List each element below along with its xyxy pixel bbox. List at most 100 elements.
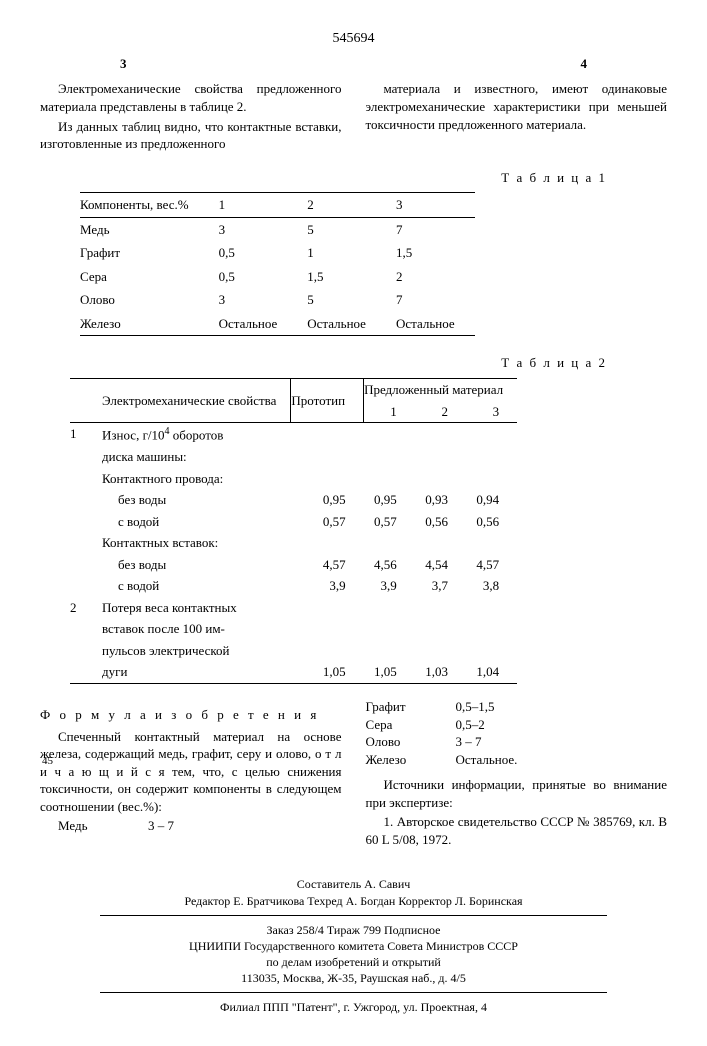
cell: 3,8 (466, 575, 517, 597)
cell: 1,5 (297, 265, 386, 289)
cell: 0,56 (466, 511, 517, 533)
cell: 5 (297, 217, 386, 241)
footer-l3: Заказ 258/4 Тираж 799 Подписное (40, 922, 667, 938)
doc-number: 545694 (40, 30, 667, 49)
table-row: дуги1,051,051,031,04 (70, 661, 517, 683)
cell: 0,95 (364, 489, 415, 511)
table2-label: Т а б л и ц а 2 (40, 354, 607, 372)
cell: вставок после 100 им- (102, 618, 517, 640)
formula-head: Ф о р м у л а и з о б р е т е н и я (40, 706, 342, 724)
cell: 3,9 (291, 575, 364, 597)
table-row: пульсов электрической (70, 640, 517, 662)
cell: 4,57 (291, 554, 364, 576)
comp-name: Сера (366, 716, 456, 734)
comp-name: Олово (366, 733, 456, 751)
cell: Остальное (297, 312, 386, 336)
t1-h1: 1 (209, 193, 298, 218)
cell: 1,04 (466, 661, 517, 683)
formula-text: 45 Спеченный контактный материал на осно… (40, 728, 342, 816)
comp-line: Сера0,5–2 (366, 716, 668, 734)
sources-head: Источники информации, принятые во вниман… (366, 776, 668, 811)
t1-h2: 2 (297, 193, 386, 218)
cell: Контактных вставок: (102, 532, 517, 554)
para: Электромеханические свойства предложенно… (40, 80, 342, 115)
footer-l2: Редактор Е. Братчикова Техред А. Богдан … (40, 893, 667, 909)
cell: пульсов электрической (102, 640, 517, 662)
t2-h-prop: Предложенный материал (364, 379, 518, 401)
cell: Железо (80, 312, 209, 336)
cell: 5 (297, 288, 386, 312)
cell: 0,57 (364, 511, 415, 533)
comp-val: 0,5–2 (456, 716, 485, 734)
table1: Компоненты, вес.% 1 2 3 Медь357Графит0,5… (80, 192, 475, 336)
cell: 3,9 (364, 575, 415, 597)
comp-line: ЖелезоОстальное. (366, 751, 668, 769)
cell: 7 (386, 288, 475, 312)
cell: 1,05 (291, 661, 364, 683)
footer-l6: 113035, Москва, Ж-35, Раушская наб., д. … (40, 970, 667, 986)
comp-val: 3 – 7 (456, 733, 482, 751)
table-row: с водой3,93,93,73,8 (70, 575, 517, 597)
page-right: 4 (581, 55, 588, 73)
cell: без воды (102, 554, 291, 576)
source-1: 1. Авторское свидетельство СССР № 385769… (366, 813, 668, 848)
comp-line: Графит0,5–1,5 (366, 698, 668, 716)
comp-name: Медь (40, 817, 148, 835)
table-row: Сера0,51,52 (80, 265, 475, 289)
comp-line: Медь 3 – 7 (40, 817, 342, 835)
formula-right: Графит0,5–1,5Сера0,5–2Олово3 – 7ЖелезоОс… (366, 698, 668, 850)
table-row: Контактного провода: (70, 468, 517, 490)
cell: 1,5 (386, 241, 475, 265)
cell: 3 (209, 288, 298, 312)
comp-val: Остальное. (456, 751, 518, 769)
para: материала и известного, имеют одинаковые… (366, 80, 668, 133)
comp-line: Олово3 – 7 (366, 733, 668, 751)
cell: 4,54 (415, 554, 466, 576)
cell: Остальное (386, 312, 475, 336)
cell: с водой (102, 511, 291, 533)
comp-name: Графит (366, 698, 456, 716)
formula-columns: Ф о р м у л а и з о б р е т е н и я 45 С… (40, 698, 667, 850)
cell: Олово (80, 288, 209, 312)
cell: диска машины: (102, 446, 517, 468)
footer-l5: по делам изобретений и открытий (40, 954, 667, 970)
cell: 4,57 (466, 554, 517, 576)
table-row: диска машины: (70, 446, 517, 468)
table-row: Графит0,511,5 (80, 241, 475, 265)
table-row: вставок после 100 им- (70, 618, 517, 640)
t2-hn2: 2 (415, 401, 466, 423)
cell: Медь (80, 217, 209, 241)
t1-h3: 3 (386, 193, 475, 218)
table-row: 2Потеря веса контактных (70, 597, 517, 619)
t1-h0: Компоненты, вес.% (80, 193, 209, 218)
cell: Потеря веса контактных (102, 597, 517, 619)
t2-h-proto: Прототип (291, 379, 364, 423)
cell: 1 (297, 241, 386, 265)
table2: Электромеханические свойства Прототип Пр… (70, 378, 517, 684)
margin-45: 45 (24, 754, 53, 769)
cell: Износ, г/104 оборотов (102, 423, 517, 446)
comp-val: 3 – 7 (148, 817, 174, 835)
cell: 0,94 (466, 489, 517, 511)
table-row: ЖелезоОстальноеОстальноеОстальное (80, 312, 475, 336)
cell: Контактного провода: (102, 468, 517, 490)
page-marks: 3 4 (120, 55, 587, 73)
cell: 0,95 (291, 489, 364, 511)
cell: 0,56 (415, 511, 466, 533)
cell: 1,05 (364, 661, 415, 683)
intro-columns: Электромеханические свойства предложенно… (40, 80, 667, 154)
cell: 7 (386, 217, 475, 241)
table-row: с водой0,570,570,560,56 (70, 511, 517, 533)
comp-name: Железо (366, 751, 456, 769)
table-row: 1Износ, г/104 оборотов (70, 423, 517, 446)
col-right: материала и известного, имеют одинаковые… (366, 80, 668, 154)
para: Из данных таблиц видно, что контактные в… (40, 118, 342, 153)
page-left: 3 (120, 55, 127, 73)
cell: Графит (80, 241, 209, 265)
footer-l4: ЦНИИПИ Государственного комитета Совета … (40, 938, 667, 954)
cell: дуги (102, 661, 291, 683)
cell: 0,5 (209, 241, 298, 265)
table-row: Медь357 (80, 217, 475, 241)
cell: Сера (80, 265, 209, 289)
cell: с водой (102, 575, 291, 597)
